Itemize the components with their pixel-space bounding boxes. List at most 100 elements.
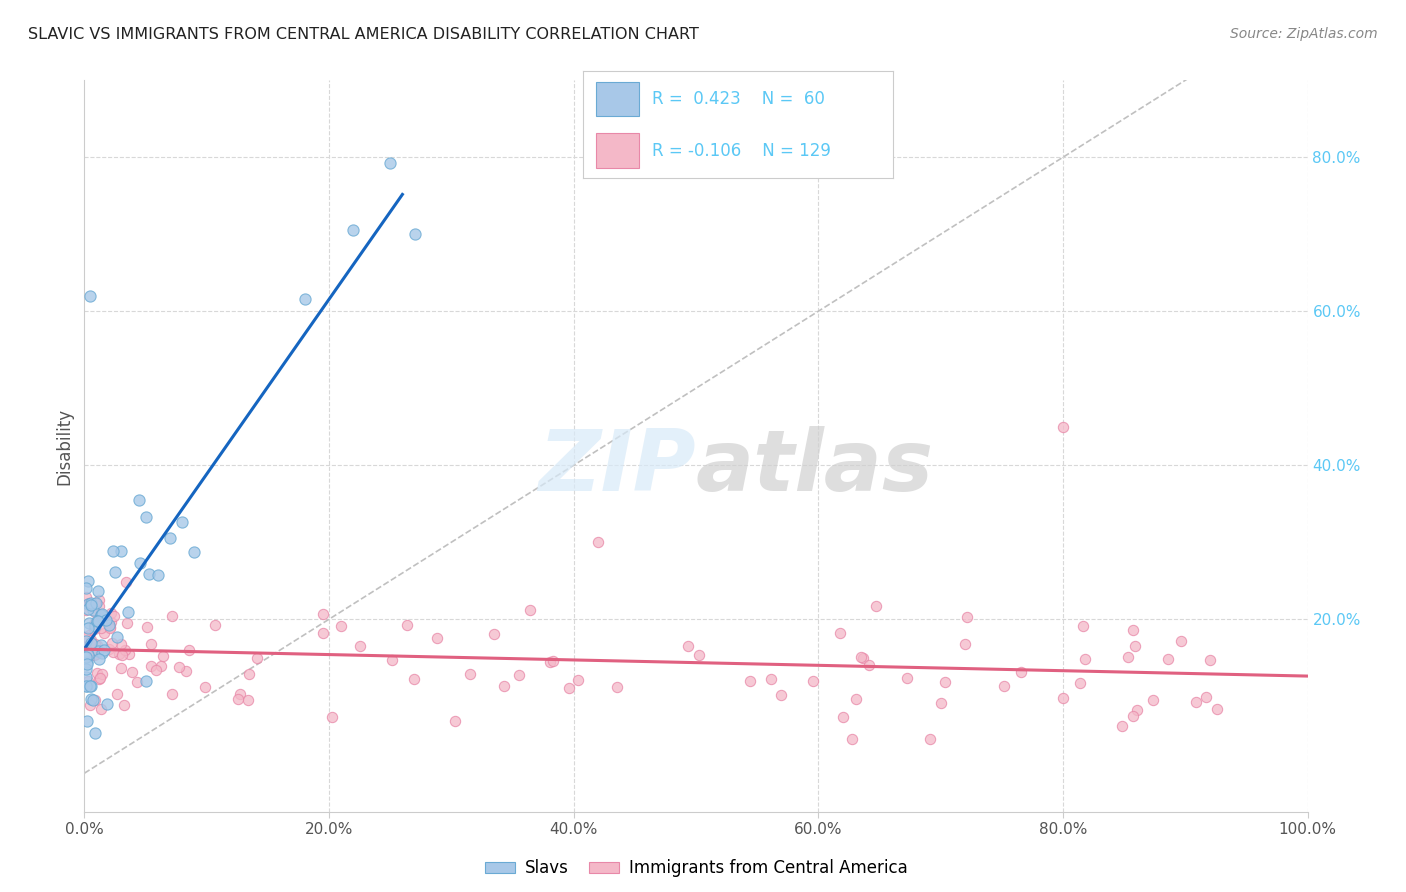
Point [538,655,561,669]
Point [90,608,112,623]
Point [172,515,194,529]
Point [75,662,97,676]
Point [90,702,112,716]
Point [238,667,260,681]
Point [183,545,205,559]
Point [86,615,108,629]
Point [128,492,150,507]
Point [75,650,97,665]
Point [121,665,143,679]
Point [152,648,174,663]
Point [769,688,792,702]
Point [77,621,100,635]
Point [84,726,107,740]
Point [858,658,880,673]
Point [484,627,506,641]
Point [953,638,976,652]
Point [105,687,128,701]
Point [606,680,628,694]
Point [229,687,252,701]
Point [1010,665,1032,680]
Point [236,693,259,707]
Point [80,598,103,612]
Point [76,655,98,669]
Point [204,618,226,632]
Point [128,556,150,570]
Point [97,618,120,632]
Point [86,638,108,652]
Point [75,581,97,595]
Point [1156,652,1178,666]
Point [841,732,863,747]
Point [75,590,97,604]
Point [801,673,824,688]
Point [103,608,125,623]
Point [86,647,108,661]
Point [1122,708,1144,723]
Point [83,648,105,663]
Point [849,650,872,665]
Point [676,639,699,653]
Point [98,620,121,634]
Point [112,698,135,712]
Point [139,659,162,673]
Y-axis label: Disability: Disability [55,408,73,484]
Point [162,687,184,701]
Point [443,714,465,728]
Point [98,621,121,635]
Point [77,596,100,610]
Point [404,227,426,242]
Point [90,638,112,652]
Point [117,606,139,620]
Point [1205,701,1227,715]
Point [135,674,157,689]
Point [194,680,217,694]
Point [567,673,589,688]
Point [845,691,868,706]
Point [100,615,122,629]
Point [896,671,918,685]
Point [226,691,249,706]
Point [86,583,108,598]
Point [76,714,98,728]
Point [80,691,103,706]
Point [918,731,941,746]
Point [125,674,148,689]
Point [934,674,956,689]
Point [993,679,1015,693]
Point [87,599,110,614]
Point [77,648,100,662]
Point [1073,652,1095,666]
Point [311,626,333,640]
Point [167,660,190,674]
Point [87,652,110,666]
Point [93,625,115,640]
Point [1198,653,1220,667]
Point [83,616,105,631]
Point [101,636,124,650]
Point [312,607,335,621]
Point [111,648,134,662]
Point [1142,693,1164,707]
Point [108,647,131,661]
Point [1116,650,1139,665]
Text: atlas: atlas [696,426,934,509]
Legend: Slavs, Immigrants from Central America: Slavs, Immigrants from Central America [478,853,914,884]
Point [458,667,481,681]
Point [1069,676,1091,690]
Point [179,643,201,657]
Point [759,672,782,686]
Point [79,680,101,694]
Point [395,617,418,632]
Point [956,609,979,624]
Text: R =  0.423    N =  60: R = 0.423 N = 60 [651,90,824,108]
Text: SLAVIC VS IMMIGRANTS FROM CENTRAL AMERICA DISABILITY CORRELATION CHART: SLAVIC VS IMMIGRANTS FROM CENTRAL AMERIC… [28,27,699,42]
Point [79,640,101,654]
Point [98,642,121,657]
Point [1071,619,1094,633]
Point [90,646,112,660]
Point [404,672,426,686]
Point [508,668,530,682]
Point [79,596,101,610]
Point [1195,690,1218,704]
